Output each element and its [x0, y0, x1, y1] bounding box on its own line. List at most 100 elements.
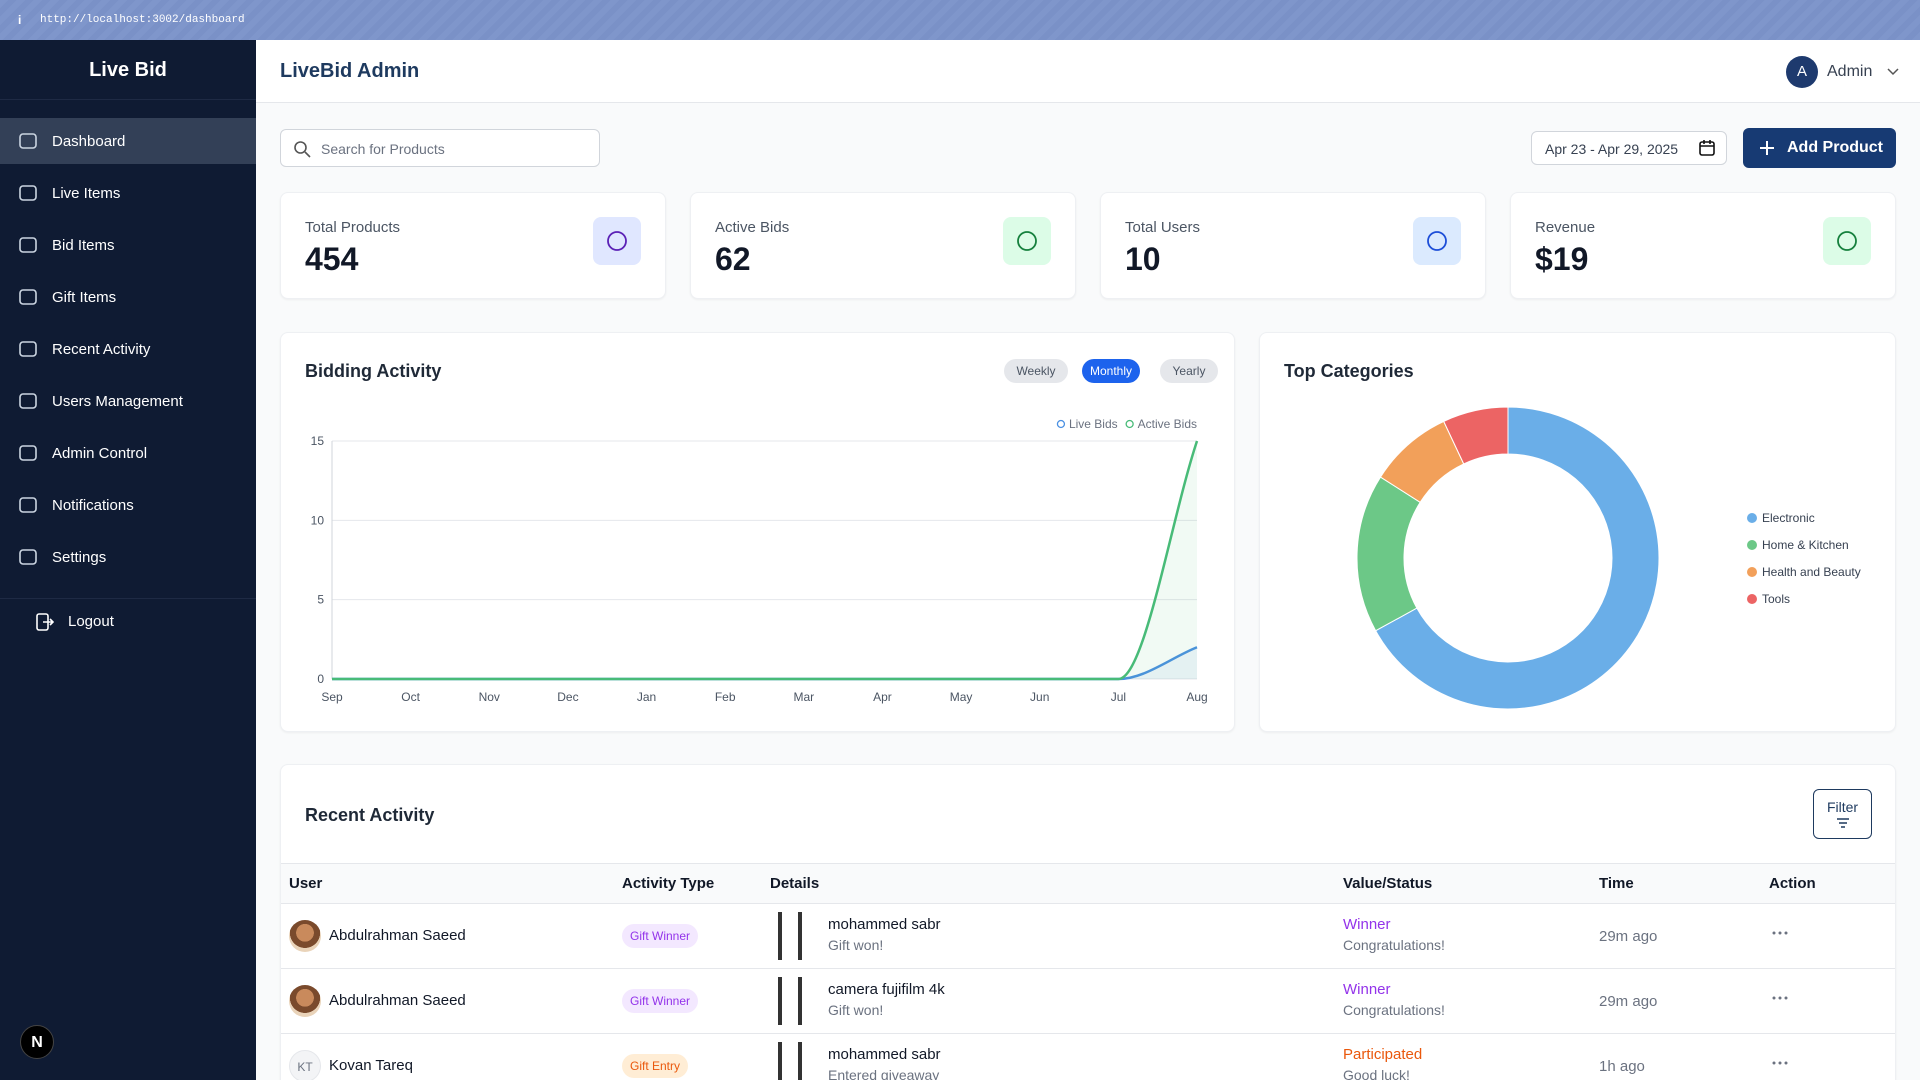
- status: Winner: [1343, 916, 1391, 933]
- filter-button[interactable]: Filter: [1813, 789, 1872, 839]
- dot: [1772, 996, 1776, 1000]
- icon-shape: [19, 237, 37, 253]
- nav-item[interactable]: Live Items: [0, 170, 256, 216]
- nav-label: Recent Activity: [52, 340, 151, 358]
- nav-label: Users Management: [52, 392, 183, 410]
- product-thumb: [770, 912, 818, 960]
- nav-item[interactable]: Admin Control: [0, 430, 256, 476]
- nav-label: Settings: [52, 548, 107, 566]
- detail-subtitle: Gift won!: [828, 937, 884, 953]
- detail-title: mohammed sabr: [828, 1046, 941, 1063]
- stat-card: Total Products 454: [280, 192, 666, 299]
- time: 29m ago: [1599, 928, 1658, 945]
- nav-icon: [19, 237, 37, 253]
- y-tick-label: 15: [311, 434, 325, 448]
- y-tick-label: 5: [317, 593, 324, 607]
- activity-type: Gift Winner: [622, 989, 699, 1013]
- status-note: Congratulations!: [1343, 1002, 1445, 1018]
- nav-item[interactable]: Dashboard: [0, 118, 256, 164]
- chart-title: Bidding Activity: [305, 361, 442, 381]
- legend-label: Home & Kitchen: [1762, 538, 1849, 552]
- nav-item[interactable]: Bid Items: [0, 222, 256, 268]
- browser-bar: i http://localhost:3002/dashboard: [0, 0, 1920, 40]
- stat-card: Revenue $19: [1510, 192, 1896, 299]
- line-chart: 0 5 10 15 Sep Oct Nov Dec Jan Feb Mar Apr May Jun Jul A…: [311, 417, 1208, 704]
- date-picker[interactable]: Apr 23 - Apr 29, 2025: [1531, 131, 1727, 165]
- legend-label: Tools: [1762, 592, 1790, 606]
- y-tick-label: 0: [317, 672, 324, 686]
- plus-icon: [1760, 141, 1774, 155]
- product-thumb: [770, 977, 818, 1025]
- icon-shape: [19, 185, 37, 201]
- series-line: [332, 440, 1199, 681]
- search-icon: [294, 141, 311, 158]
- detail-subtitle: Entered giveaway: [828, 1067, 940, 1080]
- user-avatar: [289, 920, 321, 952]
- logout-label: Logout: [68, 613, 114, 630]
- x-tick-label: Aug: [1186, 690, 1207, 704]
- user-menu[interactable]: Admin: [1827, 63, 1899, 81]
- legend-marker: [1747, 567, 1757, 577]
- user-name: Kovan Tareq: [329, 1057, 413, 1074]
- table-header: [281, 863, 1895, 904]
- nav-item[interactable]: Gift Items: [0, 274, 256, 320]
- stat-value: $19: [1535, 241, 1589, 277]
- detail-title: mohammed sabr: [828, 916, 941, 933]
- row-actions[interactable]: [1771, 995, 1791, 1001]
- stat-label: Total Products: [305, 219, 401, 236]
- time: 1h ago: [1599, 1058, 1645, 1075]
- filter-icon: [1836, 818, 1849, 828]
- row-actions[interactable]: [1771, 1060, 1791, 1066]
- series-area: [332, 647, 1197, 679]
- filter-label: Filter: [1826, 799, 1859, 815]
- x-tick-label: Jul: [1111, 690, 1126, 704]
- legend-marker: [1056, 419, 1066, 429]
- legend-label: Electronic: [1762, 511, 1815, 525]
- search-input[interactable]: Search for Products: [280, 129, 600, 167]
- column-header: Details: [770, 875, 820, 892]
- donut-chart: Electronic Home & Kitchen Health and Beaut…: [1356, 406, 1861, 710]
- donut-slice: [1356, 476, 1421, 632]
- x-tick-label: Jun: [1030, 690, 1049, 704]
- nav-item[interactable]: Notifications: [0, 482, 256, 528]
- icon-shape: [19, 289, 37, 305]
- legend-marker: [1125, 419, 1134, 429]
- info-icon: i: [18, 13, 22, 27]
- logout[interactable]: Logout: [0, 598, 256, 644]
- stat-label: Revenue: [1535, 219, 1596, 236]
- x-tick-label: Mar: [793, 690, 814, 704]
- stat-icon: [1413, 217, 1461, 265]
- dot: [1784, 931, 1788, 935]
- chevron: [1887, 68, 1899, 76]
- user-name: Admin: [1827, 63, 1873, 80]
- user-avatar: [289, 985, 321, 1017]
- stat-icon: [1003, 217, 1051, 265]
- row-actions[interactable]: [1771, 930, 1791, 936]
- legend-marker: [1747, 513, 1757, 523]
- nav-icon: [19, 497, 37, 513]
- search-placeholder: Search for Products: [321, 141, 445, 157]
- avatar[interactable]: A: [1786, 56, 1818, 88]
- nav-item[interactable]: Settings: [0, 534, 256, 580]
- stat-label: Total Users: [1125, 219, 1201, 236]
- add-product-button[interactable]: Add Product: [1743, 128, 1896, 168]
- tab[interactable]: Weekly: [1004, 359, 1068, 383]
- nav-icon: [19, 445, 37, 461]
- url[interactable]: http://localhost:3002/dashboard: [40, 14, 245, 26]
- icon: [1427, 231, 1447, 251]
- dot: [1778, 931, 1782, 935]
- icon-shape: [19, 445, 37, 461]
- nav-item[interactable]: Recent Activity: [0, 326, 256, 372]
- tab[interactable]: Yearly: [1160, 359, 1218, 383]
- series-line: [332, 646, 1198, 681]
- tab[interactable]: Monthly: [1082, 359, 1140, 383]
- user-name: Abdulrahman Saeed: [329, 992, 466, 1009]
- icon: [607, 231, 627, 251]
- row-divider: [281, 968, 1895, 969]
- nav-label: Live Items: [52, 184, 121, 202]
- y-tick-label: 10: [311, 513, 325, 527]
- dev-badge[interactable]: N: [20, 1025, 54, 1059]
- icon-shape: [19, 497, 37, 513]
- categories-card: Top Categories Electronic Home & Kitchen H…: [1259, 332, 1896, 732]
- nav-item[interactable]: Users Management: [0, 378, 256, 424]
